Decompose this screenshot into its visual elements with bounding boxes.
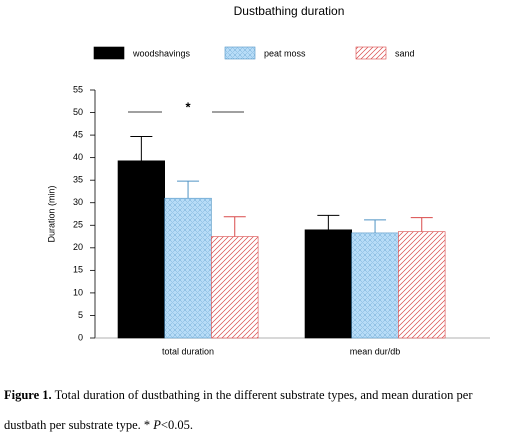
bar <box>211 236 259 339</box>
caption: Figure 1. Total duration of dustbathing … <box>4 380 510 440</box>
y-tick-label: 55 <box>73 84 83 94</box>
significance-mark: * <box>185 99 191 114</box>
chart-title: Dustbathing duration <box>234 4 345 18</box>
legend-swatch <box>355 46 387 60</box>
bar <box>304 229 353 339</box>
y-tick-label: 25 <box>73 220 83 230</box>
y-tick-label: 10 <box>73 287 83 297</box>
y-tick-label: 35 <box>73 175 83 185</box>
legend-label: peat moss <box>264 48 306 58</box>
y-axis-label: Duration (min) <box>46 185 56 242</box>
caption-italic: P <box>153 418 161 432</box>
caption-tail: <0.05. <box>160 418 193 432</box>
bar <box>351 232 399 339</box>
y-tick-label: 40 <box>73 152 83 162</box>
legend-label: sand <box>395 48 415 58</box>
legend-label: woodshavings <box>132 48 191 58</box>
y-tick-label: 45 <box>73 129 83 139</box>
chart: Dustbathing duration Duration (min) * 0 5… <box>46 4 490 356</box>
legend-swatch <box>93 46 125 60</box>
caption-text: Total duration of dustbathing in the dif… <box>4 388 473 432</box>
caption-label: Figure 1. <box>4 388 52 402</box>
x-tick-label: total duration <box>162 346 214 356</box>
y-tick-label: 30 <box>73 197 83 207</box>
y-tick-label: 50 <box>73 107 83 117</box>
bar <box>398 231 446 339</box>
y-tick-label: 20 <box>73 242 83 252</box>
x-tick-label: mean dur/db <box>350 346 401 356</box>
y-tick-label: 5 <box>78 310 83 320</box>
y-tick-label: 0 <box>78 332 83 342</box>
y-tick-label: 15 <box>73 265 83 275</box>
bar <box>164 197 212 339</box>
bar <box>117 160 166 339</box>
legend-swatch <box>224 46 256 60</box>
